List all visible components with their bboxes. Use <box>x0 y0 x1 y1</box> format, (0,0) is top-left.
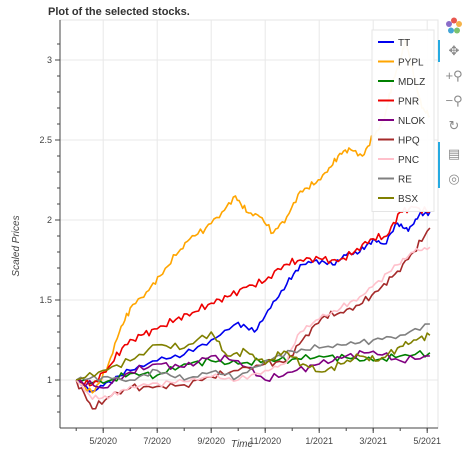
bokeh-logo-icon[interactable] <box>444 16 464 36</box>
legend-label: PNC <box>398 155 419 166</box>
legend-label: MDLZ <box>398 77 425 88</box>
y-tick-label: 2.5 <box>39 135 52 145</box>
x-tick-label: 11/2020 <box>249 436 281 446</box>
active-tool-indicator <box>438 40 440 62</box>
series-line-bsx <box>75 331 431 381</box>
x-tick-label: 7/2020 <box>143 436 171 446</box>
wheel-zoom-icon[interactable]: −⚲ <box>445 93 463 108</box>
y-tick-label: 3 <box>47 55 52 65</box>
x-tick-label: 9/2020 <box>197 436 225 446</box>
legend-label: PYPL <box>398 58 424 69</box>
chart-title: Plot of the selected stocks. <box>48 6 190 18</box>
legend-label: TT <box>398 38 410 49</box>
active-tool-indicator-2 <box>438 142 440 188</box>
y-tick-label: 1 <box>47 375 52 385</box>
legend-label: RE <box>398 175 412 186</box>
box-zoom-icon[interactable]: +⚲ <box>445 68 463 83</box>
x-tick-label: 1/2021 <box>305 436 333 446</box>
legend-label: NLOK <box>398 116 426 127</box>
legend-label: PNR <box>398 97 419 108</box>
legend-label: HPQ <box>398 136 420 147</box>
legend: TT PYPL MDLZ PNR NLOK HPQ PNC RE BSX <box>371 29 435 212</box>
y-axis-label: Scaled Prices <box>11 215 22 276</box>
y-tick-label: 1.5 <box>39 295 52 305</box>
series-line-pnr <box>76 205 430 387</box>
hover-icon[interactable]: ◎ <box>448 171 460 186</box>
save-icon[interactable]: ▤ <box>447 146 461 161</box>
x-tick-label: 3/2021 <box>359 436 387 446</box>
x-tick-label: 5/2021 <box>413 436 441 446</box>
legend-label: BSX <box>398 194 418 205</box>
series-layer <box>75 38 431 410</box>
x-axis-label: Time <box>231 439 254 450</box>
reset-icon[interactable]: ↻ <box>448 118 460 133</box>
axes: 5/2020 7/2020 9/2020 11/2020 1/2021 3/2021 5/2… <box>39 20 441 446</box>
x-tick-label: 5/2020 <box>89 436 117 446</box>
series-line-pnc <box>75 246 431 401</box>
pan-icon[interactable]: ✥ <box>448 43 460 58</box>
y-tick-label: 2 <box>47 215 52 225</box>
series-line-tt <box>76 210 431 393</box>
series-line-re <box>75 323 430 383</box>
